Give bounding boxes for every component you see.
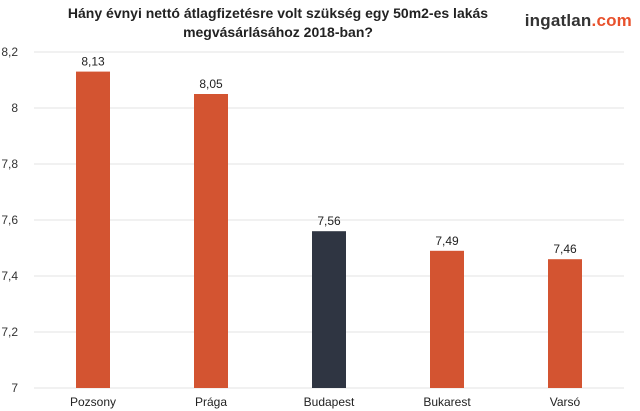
data-label: 8,05: [199, 77, 223, 91]
x-category-label: Varsó: [550, 395, 581, 409]
y-tick-label: 7: [11, 381, 18, 395]
chart-title-line1: Hány évnyi nettó átlagfizetésre volt szü…: [67, 5, 489, 21]
data-label: 7,56: [317, 214, 341, 228]
y-tick-label: 7,2: [1, 325, 18, 339]
y-tick-label: 7,6: [1, 213, 18, 227]
data-label: 7,46: [553, 242, 577, 256]
y-tick-label: 8: [11, 101, 18, 115]
brand-logo: ingatlan.com: [525, 11, 632, 31]
brand-logo-domain: .com: [591, 11, 632, 30]
chart-title: Hány évnyi nettó átlagfizetésre volt szü…: [0, 4, 556, 42]
x-category-label: Budapest: [304, 395, 355, 409]
y-tick-label: 7,8: [1, 157, 18, 171]
x-category-label: Prága: [195, 395, 227, 409]
bar: [548, 259, 582, 388]
bar: [312, 231, 346, 388]
bar: [76, 71, 110, 388]
chart-title-line2: megvásárlásához 2018-ban?: [183, 24, 373, 40]
brand-logo-name: ingatlan: [524, 11, 592, 30]
data-label: 7,49: [435, 234, 459, 248]
y-tick-label: 7,4: [1, 269, 18, 283]
x-category-label: Bukarest: [423, 395, 471, 409]
bar: [430, 250, 464, 388]
x-category-label: Pozsony: [70, 395, 116, 409]
data-label: 8,13: [81, 55, 105, 69]
y-tick-label: 8,2: [1, 45, 18, 59]
bar: [194, 94, 228, 388]
